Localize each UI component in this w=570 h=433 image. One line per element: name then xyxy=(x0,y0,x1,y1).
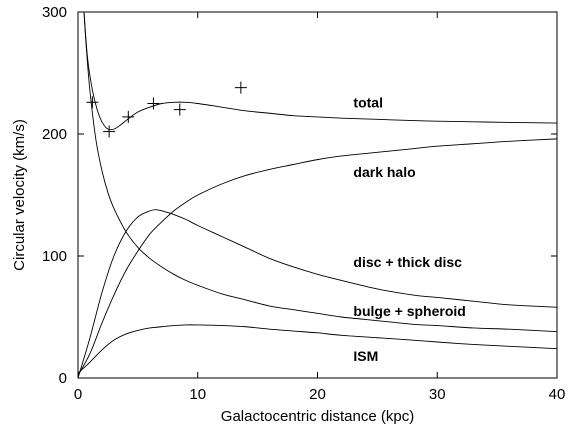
x-tick-label: 40 xyxy=(549,386,566,403)
curve-label: dark halo xyxy=(353,164,415,180)
series-line-bulge-spheroid xyxy=(83,12,557,333)
curve-label-layer: total dark halo disc + thick disc bulge + s… xyxy=(353,94,465,364)
x-tick-label: 0 xyxy=(74,386,82,403)
observation-point xyxy=(86,96,99,109)
x-axis-title: Galactocentric distance (kpc) xyxy=(221,408,414,425)
observation-point xyxy=(103,125,116,138)
axis-layer: 0 10 20 30 40 0 100 200 300 xyxy=(42,4,565,403)
x-tick-label: 20 xyxy=(309,386,326,403)
y-tick-label: 300 xyxy=(42,4,67,21)
series-line-total xyxy=(83,12,557,131)
plot-area xyxy=(77,11,558,379)
y-tick-label: 0 xyxy=(59,370,67,387)
plot-frame xyxy=(77,11,558,379)
x-tick-label: 10 xyxy=(189,386,206,403)
x-tick-label: 30 xyxy=(429,386,446,403)
observation-markers xyxy=(86,81,247,138)
curve-label: disc + thick disc xyxy=(353,254,462,270)
curve-label: total xyxy=(353,94,383,110)
curve-label: ISM xyxy=(353,348,378,364)
y-tick-label: 200 xyxy=(42,126,67,143)
series-line-ism xyxy=(78,324,557,374)
observation-point xyxy=(173,103,186,116)
curve-label: bulge + spheroid xyxy=(353,303,465,319)
observation-point xyxy=(234,81,247,94)
y-axis-title: Circular velocity (km/s) xyxy=(11,119,28,271)
curve-layer xyxy=(78,12,557,378)
series-line-dark-halo xyxy=(78,138,557,376)
observation-point xyxy=(147,97,160,110)
y-tick-label: 100 xyxy=(42,248,67,265)
observation-point xyxy=(122,110,135,123)
series-line-disc-thick-disc xyxy=(78,209,557,378)
